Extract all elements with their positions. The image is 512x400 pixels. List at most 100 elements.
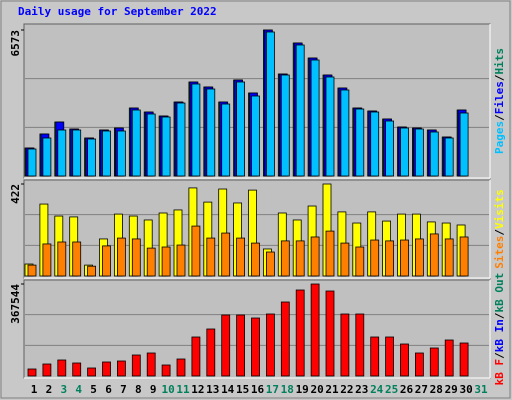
x-tick-label: 1 bbox=[31, 383, 38, 396]
bar bbox=[221, 232, 231, 277]
x-tick-label: 2 bbox=[46, 383, 53, 396]
bar bbox=[340, 313, 350, 377]
bar bbox=[176, 358, 186, 377]
x-tick-label: 31 bbox=[474, 383, 488, 396]
bar bbox=[117, 360, 126, 377]
legend-entry: Sites bbox=[493, 236, 506, 269]
x-tick-label: 3 bbox=[60, 383, 67, 396]
bar bbox=[370, 111, 380, 177]
bar bbox=[161, 116, 171, 177]
bar bbox=[400, 343, 409, 377]
legend: Sites/Visits bbox=[493, 189, 506, 269]
bar bbox=[265, 251, 275, 277]
bar bbox=[161, 364, 171, 377]
bar bbox=[414, 128, 424, 177]
x-tick-label: 18 bbox=[281, 383, 294, 396]
bar bbox=[370, 239, 380, 277]
bar bbox=[176, 102, 186, 177]
x-tick-label: 14 bbox=[221, 383, 235, 396]
bar bbox=[400, 127, 409, 177]
x-tick-label: 11 bbox=[176, 383, 190, 396]
x-tick-label: 24 bbox=[370, 383, 384, 396]
x-tick-label: 29 bbox=[445, 383, 458, 396]
bar bbox=[385, 120, 395, 177]
x-tick-label: 17 bbox=[266, 383, 279, 396]
bar bbox=[310, 59, 320, 177]
bar bbox=[236, 81, 246, 177]
bar bbox=[117, 237, 126, 277]
bar bbox=[146, 352, 156, 377]
legend-entry: kB Out bbox=[493, 273, 506, 313]
legend-separator: / bbox=[493, 352, 506, 359]
bar bbox=[102, 245, 111, 277]
x-tick-label: 16 bbox=[251, 383, 265, 396]
bar bbox=[72, 129, 82, 177]
bar bbox=[280, 240, 290, 277]
legend-separator: / bbox=[493, 74, 506, 81]
x-tick-label: 4 bbox=[75, 383, 82, 396]
bar bbox=[42, 243, 52, 277]
bar bbox=[27, 264, 37, 277]
x-tick-label: 23 bbox=[355, 383, 368, 396]
x-tick-label: 22 bbox=[340, 383, 353, 396]
legend-entry: Visits bbox=[493, 189, 506, 229]
bar bbox=[459, 236, 469, 277]
bar bbox=[459, 112, 469, 177]
bar bbox=[265, 31, 275, 177]
bar bbox=[236, 237, 246, 277]
x-tick-label: 19 bbox=[296, 383, 309, 396]
x-tick-label: 30 bbox=[459, 383, 472, 396]
bar bbox=[102, 130, 111, 177]
bar bbox=[340, 242, 350, 277]
bar bbox=[265, 313, 275, 377]
bar bbox=[131, 238, 141, 277]
bar bbox=[191, 225, 201, 277]
bar bbox=[355, 313, 365, 377]
bar bbox=[102, 361, 111, 377]
legend-separator: / bbox=[493, 229, 506, 236]
y-tick-label: 422 bbox=[9, 184, 22, 204]
bar bbox=[27, 368, 37, 377]
x-tick-label: 7 bbox=[120, 383, 127, 396]
x-tick-label: 20 bbox=[310, 383, 323, 396]
bar bbox=[206, 88, 216, 177]
bar bbox=[27, 148, 37, 177]
legend-separator: / bbox=[493, 312, 506, 319]
bar bbox=[459, 342, 469, 377]
bar bbox=[295, 44, 305, 177]
bar bbox=[57, 129, 67, 177]
bar bbox=[429, 131, 439, 177]
bar bbox=[295, 240, 305, 277]
legend-separator: / bbox=[493, 114, 506, 121]
x-tick-label: 28 bbox=[430, 383, 443, 396]
bar bbox=[117, 130, 126, 177]
bar bbox=[42, 363, 52, 377]
bar bbox=[206, 328, 216, 377]
bar bbox=[325, 76, 335, 177]
bar bbox=[146, 113, 156, 177]
bar bbox=[280, 74, 290, 177]
bar bbox=[146, 247, 156, 277]
bar bbox=[57, 241, 67, 277]
bar bbox=[176, 244, 186, 277]
bar bbox=[57, 359, 67, 377]
bar bbox=[310, 236, 320, 277]
legend-entry: kB F bbox=[493, 359, 506, 386]
x-tick-label: 10 bbox=[161, 383, 174, 396]
bar bbox=[251, 95, 260, 177]
y-tick-label: 6573 bbox=[9, 30, 22, 57]
bar bbox=[310, 283, 320, 377]
bar bbox=[251, 242, 260, 277]
bar bbox=[251, 317, 260, 377]
bar bbox=[355, 246, 365, 277]
bar bbox=[414, 352, 424, 377]
x-tick-label: 9 bbox=[150, 383, 157, 396]
bar bbox=[325, 230, 335, 277]
bar bbox=[355, 108, 365, 177]
bar bbox=[444, 339, 454, 377]
x-tick-label: 12 bbox=[191, 383, 204, 396]
x-tick-label: 5 bbox=[90, 383, 97, 396]
